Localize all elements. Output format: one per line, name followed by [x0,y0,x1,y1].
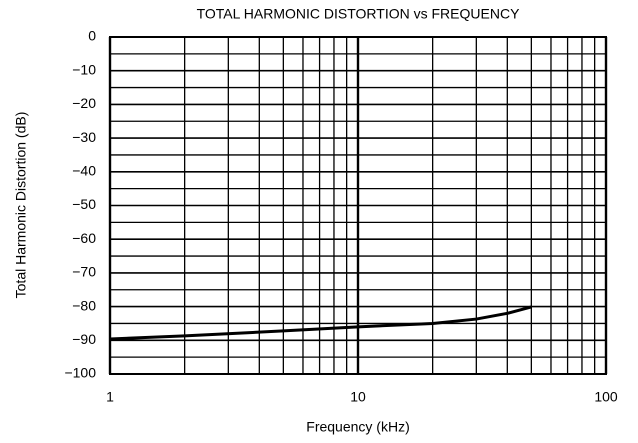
y-axis-label: Total Harmonic Distortion (dB) [13,112,29,299]
y-tick-label: −50 [72,196,96,212]
y-tick-label: −70 [72,264,96,280]
y-tick-label: −10 [72,61,96,77]
y-tick-label: 0 [88,28,96,44]
y-tick-label: −40 [72,163,96,179]
x-axis-label: Frequency (kHz) [306,419,409,435]
x-tick-label: 1 [106,389,114,405]
chart-title: TOTAL HARMONIC DISTORTION vs FREQUENCY [197,6,520,22]
x-tick-label: 100 [594,389,618,405]
y-tick-label: −90 [72,331,96,347]
y-tick-label: −20 [72,95,96,111]
x-tick-label: 10 [350,389,366,405]
data-line [109,305,532,341]
y-tick-label: −30 [72,129,96,145]
y-tick-label: −80 [72,297,96,313]
y-tick-label: −60 [72,230,96,246]
y-tick-label: −100 [64,365,96,381]
plot-frame [109,36,607,375]
